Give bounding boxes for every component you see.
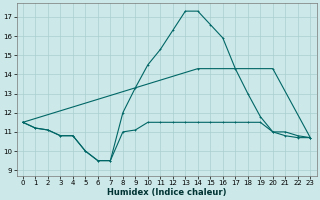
X-axis label: Humidex (Indice chaleur): Humidex (Indice chaleur) bbox=[107, 188, 226, 197]
